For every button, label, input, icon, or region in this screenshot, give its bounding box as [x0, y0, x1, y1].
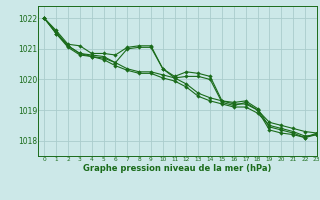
- X-axis label: Graphe pression niveau de la mer (hPa): Graphe pression niveau de la mer (hPa): [84, 164, 272, 173]
